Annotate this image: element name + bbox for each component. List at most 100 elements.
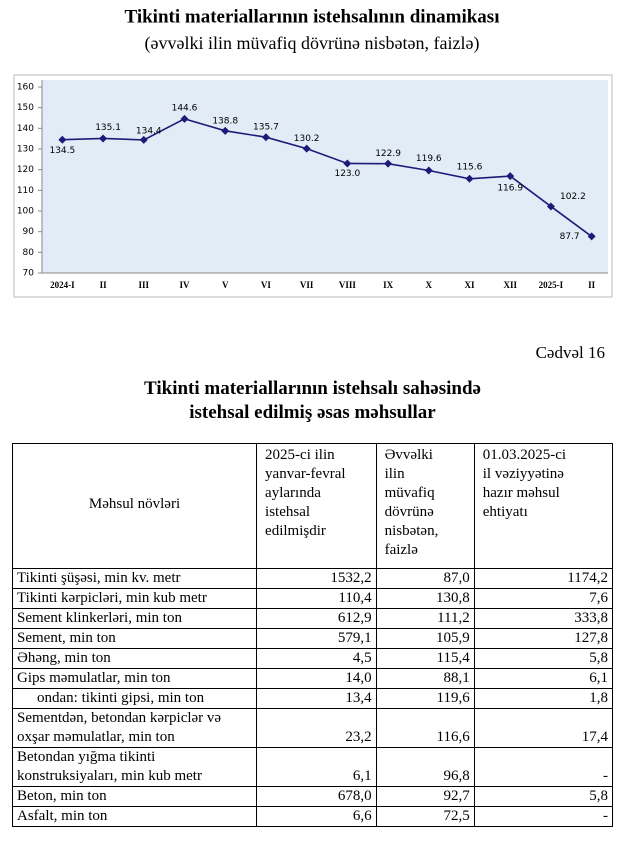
value-label: 119.6 [416,154,442,164]
cell-value: 1174,2 [473,568,614,589]
row-label: Əhəng, min ton [11,648,258,669]
x-tick-label: V [222,280,229,290]
value-label: 123.0 [334,169,360,179]
cell-value: 7,6 [473,588,614,609]
data-point [261,133,270,142]
x-tick-label: III [139,280,150,290]
header-line: edilmişdir [265,523,326,539]
cell-value: 1532,2 [256,568,377,589]
cell-value: 333,8 [473,608,614,629]
data-point [302,144,311,153]
row-label: Tikinti kərpicləri, min kub metr [11,588,258,609]
x-tick-label: XI [464,280,474,290]
x-tick-label: IX [383,280,394,290]
cell-value: 116,6 [375,708,475,748]
cell-value: 88,1 [375,668,475,689]
x-tick-label: VII [300,280,314,290]
data-point [99,134,108,143]
table-number: Cədvəl 16 [535,343,605,362]
value-label: 102.2 [560,192,586,202]
row-label: Gips məmulatlar, min ton [11,668,258,689]
chart-subtitle: (əvvəlki ilin müvafiq dövrünə nisbətən, … [145,33,480,54]
data-point [221,126,230,135]
data-point [465,174,474,183]
table-title: Tikinti materiallarının istehsalı sahəsi… [0,377,625,425]
y-tick-label: 70 [23,269,35,279]
table-row: Gips məmulatlar, min ton 14,0 88,1 6,1 [11,668,614,689]
header-line: faizlə [384,542,418,558]
cell-value: 105,9 [375,628,475,649]
table-row: Sement, min ton 579,1 105,9 127,8 [11,628,614,649]
y-tick-label: 110 [17,186,34,196]
cell-value: 1,8 [473,688,614,709]
data-line [62,117,593,238]
row-label: ondan: tikinti gipsi, min ton [11,688,258,709]
data-point [546,202,555,211]
header-cell: 2025-ci ilin yanvar-fevral aylarında istehs… [256,443,377,569]
table-row: ondan: tikinti gipsi, min ton 13,4 119,6 1,… [11,688,614,709]
y-tick-label: 80 [23,248,35,258]
value-label: 135.1 [95,123,121,133]
header-row: Məhsul növləri 2025-ci ilin yanvar-fevral a… [11,443,614,569]
table-row: Sement klinkerləri, min ton 612,9 111,2 333… [11,608,614,629]
row-label: Asfalt, min ton [11,806,258,827]
header-line: dövrünə [384,504,434,520]
x-tick-label: XII [503,280,517,290]
table-row: Tikinti kərpicləri, min kub metr 110,4 130… [11,588,614,609]
cell-value: 96,8 [375,747,475,787]
value-label: 134.4 [136,126,162,136]
table-row: Beton, min ton 678,0 92,7 5,8 [11,786,614,807]
cell-value: 6,1 [256,747,377,787]
x-tick-label: VI [261,280,271,290]
cell-value: 579,1 [256,628,377,649]
data-point [384,159,393,168]
header-line: 01.03.2025-ci [482,447,567,463]
cell-value: 72,5 [375,806,475,827]
header-line: Əvvəlki [384,447,433,463]
x-tick-label: 2025-I [539,280,564,290]
chart-title: Tikinti materiallarının istehsalının din… [125,6,500,27]
cell-value: - [473,806,614,827]
header-line: nisbətən, [384,523,439,539]
table-title-line: istehsal edilmiş əsas məhsullar [189,402,436,423]
cell-value: 127,8 [473,628,614,649]
table-row: Asfalt, min ton 6,6 72,5- [11,806,614,827]
cell-value: 612,9 [256,608,377,629]
table-title-line: Tikinti materiallarının istehsalı sahəsi… [144,378,481,399]
value-label: 130.2 [294,134,320,144]
cell-value: 23,2 [256,708,377,748]
header-line: il vəziyyətinə [482,466,564,482]
cell-value: 5,8 [473,648,614,669]
x-tick-label: VIII [339,280,357,290]
cell-value: 6,1 [473,668,614,689]
cell-value: 87,0 [375,568,475,589]
row-label: Tikinti şüşəsi, min kv. metr [11,568,258,589]
x-tick-label: II [588,280,596,290]
header-line: ilin [384,466,405,482]
cell-value: 110,4 [256,588,377,609]
cell-value: 678,0 [256,786,377,807]
cell-value: - [473,747,614,787]
header-line: hazır məhsul [482,485,560,501]
value-label: 115.6 [457,162,483,172]
cell-value: 119,6 [375,688,475,709]
value-label: 116.9 [497,184,523,194]
header-cell: Əvvəlki ilin müvafiq dövrünə nisbətən, faizlə [375,443,475,569]
header-cell: 01.03.2025-ci il vəziyyətinə hazır məhsul e… [473,443,614,569]
y-tick-label: 140 [17,124,34,134]
header-line: müvafiq [384,485,435,501]
cell-value: 111,2 [375,608,475,629]
value-label: 135.7 [253,123,279,133]
x-tick-label: X [426,280,433,290]
data-point [424,166,433,175]
cell-value: 5,8 [473,786,614,807]
cell-value: 17,4 [473,708,614,748]
cell-value: 92,7 [375,786,475,807]
y-tick-label: 120 [17,165,34,175]
table: Məhsul növləri 2025-ci ilin yanvar-fevral a… [11,443,614,827]
header-line: aylarında [265,485,321,501]
data-point [58,135,67,144]
value-label: 144.6 [172,103,198,113]
chart: Tikinti materiallarının istehsalının din… [13,6,613,298]
